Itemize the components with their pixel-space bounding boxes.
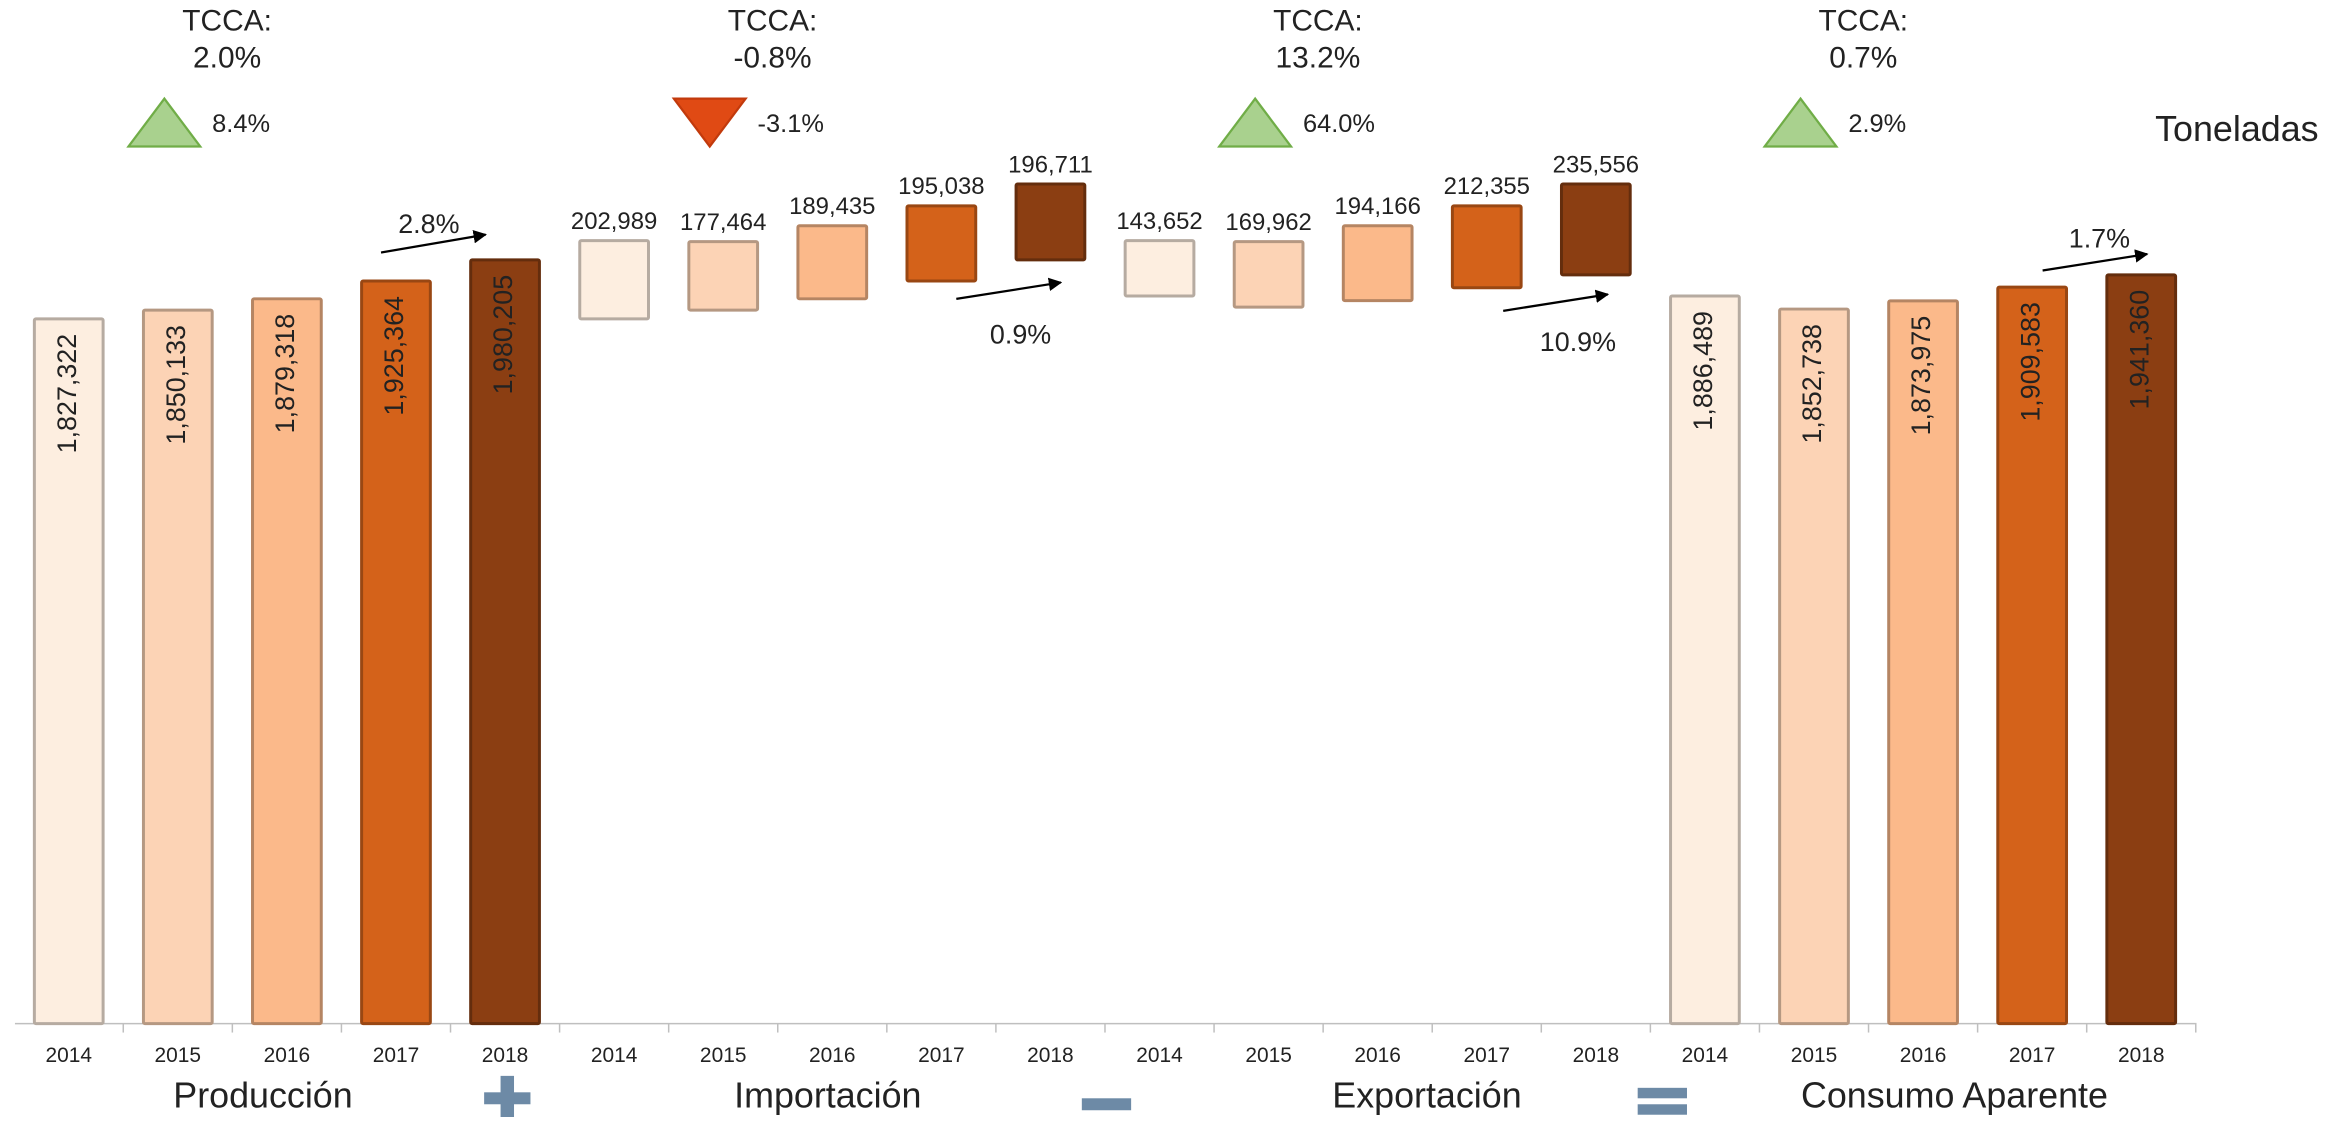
data-label: 1,925,364 (379, 296, 409, 416)
bar (1887, 299, 1959, 1026)
bar (687, 240, 760, 312)
x-tick-label: 2018 (1027, 1044, 1074, 1067)
group-label: Exportación (1332, 1076, 1521, 1116)
x-tick-label: 2017 (918, 1044, 965, 1067)
bar (251, 297, 323, 1026)
x-tick-label: 2014 (1682, 1044, 1729, 1067)
group-label: Producción (173, 1076, 352, 1116)
bar (1669, 294, 1741, 1026)
bar (1450, 204, 1523, 290)
growth-label: 10.9% (1540, 327, 1616, 357)
change-triangle (1217, 96, 1294, 148)
change-triangle (671, 97, 748, 149)
data-label: 1,909,583 (2015, 302, 2045, 422)
data-label: 1,879,318 (270, 314, 300, 434)
x-tick-label: 2016 (1354, 1044, 1401, 1067)
bar (1996, 285, 2069, 1026)
bar (2105, 273, 2178, 1026)
tcca-value: 2.0% (193, 42, 261, 75)
bar (1778, 307, 1850, 1026)
tcca-heading: TCCA: (182, 4, 272, 37)
equals-sign (1637, 1087, 1687, 1115)
bar (1232, 240, 1305, 309)
bar (905, 204, 978, 283)
data-label: 1,850,133 (161, 325, 191, 445)
bar (360, 279, 432, 1026)
change-value: 8.4% (212, 110, 270, 138)
bar (32, 317, 105, 1026)
data-label: 196,711 (1008, 151, 1093, 178)
tcca-value: -0.8% (733, 42, 811, 75)
data-label: 1,980,205 (488, 275, 518, 395)
x-tick-label: 2015 (155, 1044, 202, 1067)
bar (469, 258, 541, 1026)
change-value: 2.9% (1848, 110, 1906, 138)
change-triangle (126, 96, 203, 148)
data-label: 1,941,360 (2124, 290, 2154, 410)
x-tick-label: 2015 (1791, 1044, 1838, 1067)
bar (1014, 182, 1087, 262)
data-label: 235,556 (1553, 151, 1639, 178)
change-value: 64.0% (1303, 110, 1375, 138)
bar (1123, 239, 1196, 298)
x-tick-label: 2017 (373, 1044, 420, 1067)
x-tick-label: 2017 (2009, 1044, 2056, 1067)
x-tick-label: 2017 (1464, 1044, 1511, 1067)
data-label: 1,886,489 (1688, 311, 1718, 431)
tcca-heading: TCCA: (1818, 4, 1908, 37)
x-tick-label: 2016 (264, 1044, 311, 1067)
change-value: -3.1% (758, 110, 824, 138)
data-label: 1,873,975 (1906, 316, 1936, 436)
x-tick-label: 2016 (1900, 1044, 1947, 1067)
x-tick-label: 2015 (1245, 1044, 1292, 1067)
growth-arrow (956, 277, 1063, 300)
data-label: 189,435 (789, 193, 875, 220)
x-tick-label: 2014 (591, 1044, 638, 1067)
bar (1341, 224, 1414, 303)
x-tick-label: 2014 (45, 1044, 92, 1067)
change-triangle (1762, 96, 1839, 148)
growth-label: 2.8% (398, 209, 459, 239)
bar (1559, 182, 1632, 277)
tcca-heading: TCCA: (1273, 4, 1363, 37)
x-tick-label: 2018 (482, 1044, 529, 1067)
x-tick-label: 2014 (1136, 1044, 1183, 1067)
data-label: 143,652 (1116, 208, 1202, 235)
bar (141, 308, 214, 1026)
bar (796, 224, 869, 301)
x-tick-label: 2016 (809, 1044, 856, 1067)
data-label: 194,166 (1335, 193, 1421, 220)
group-label: Consumo Aparente (1801, 1076, 2108, 1116)
tcca-heading: TCCA: (728, 4, 818, 37)
data-label: 177,464 (680, 209, 766, 236)
tcca-value: 13.2% (1276, 42, 1361, 75)
data-label: 212,355 (1444, 173, 1530, 200)
bar (578, 239, 650, 321)
data-label: 195,038 (898, 173, 984, 200)
data-label: 202,989 (571, 208, 657, 235)
tcca-value: 0.7% (1829, 42, 1897, 75)
growth-arrow (380, 230, 487, 254)
growth-arrow (2042, 249, 2149, 272)
growth-label: 0.9% (990, 319, 1051, 349)
growth-label: 1.7% (2069, 224, 2130, 254)
minus-sign (1081, 1098, 1132, 1111)
growth-arrow (1503, 289, 1610, 312)
unit-label: Toneladas (2155, 109, 2319, 149)
x-tick-label: 2018 (2118, 1044, 2165, 1067)
x-tick-label: 2015 (700, 1044, 747, 1067)
plus-sign (484, 1075, 531, 1121)
data-label: 1,852,738 (1797, 324, 1827, 444)
group-label: Importación (734, 1076, 921, 1116)
data-label: 169,962 (1225, 209, 1311, 236)
x-tick-label: 2018 (1573, 1044, 1620, 1067)
data-label: 1,827,322 (52, 334, 82, 454)
